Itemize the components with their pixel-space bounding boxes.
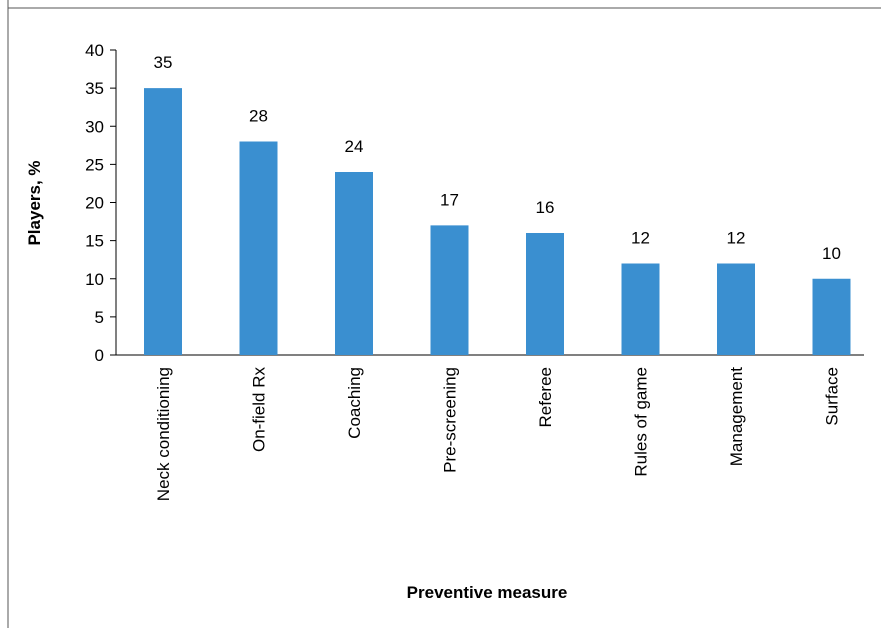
category-label: Surface [823,367,842,426]
bar-referee [526,233,564,355]
y-tick-label: 15 [85,232,104,251]
bar-management [717,263,755,355]
bar-on-field-rx [239,141,278,355]
data-label: 24 [345,137,364,156]
data-label: 17 [440,190,459,209]
bar-rules-of-game [621,263,660,355]
category-label: Referee [536,367,555,427]
category-label: Management [727,367,746,467]
category-label: Pre-screening [441,367,460,473]
category-label: Coaching [345,367,364,439]
y-axis-title: Players, % [25,160,44,245]
category-label: Neck conditioning [154,367,173,501]
category-labels: Neck conditioning On-field Rx Coaching Pre-… [154,367,842,502]
bar-surface [812,278,851,355]
y-axis: 0 5 10 15 20 25 30 35 40 [85,41,117,365]
bars [144,88,851,355]
y-tick-label: 35 [85,79,104,98]
category-label: Rules of game [632,367,651,477]
bar-coaching [335,172,373,355]
data-label: 10 [822,244,841,263]
y-tick-label: 30 [85,117,104,136]
bar-pre-screening [430,225,469,355]
data-labels: 35 28 24 17 16 12 12 10 [154,53,841,263]
category-label: On-field Rx [250,367,269,453]
data-label: 28 [249,107,268,126]
y-tick-label: 20 [85,194,104,213]
bar-neck-conditioning [144,88,182,355]
y-tick-label: 10 [85,270,104,289]
data-label: 16 [536,198,555,217]
y-tick-label: 5 [95,308,104,327]
y-tick-label: 0 [95,346,104,365]
y-tick-label: 25 [85,155,104,174]
data-label: 35 [154,53,173,72]
data-label: 12 [631,229,650,248]
x-axis-title: Preventive measure [407,583,568,602]
data-label: 12 [727,229,746,248]
y-tick-label: 40 [85,41,104,60]
